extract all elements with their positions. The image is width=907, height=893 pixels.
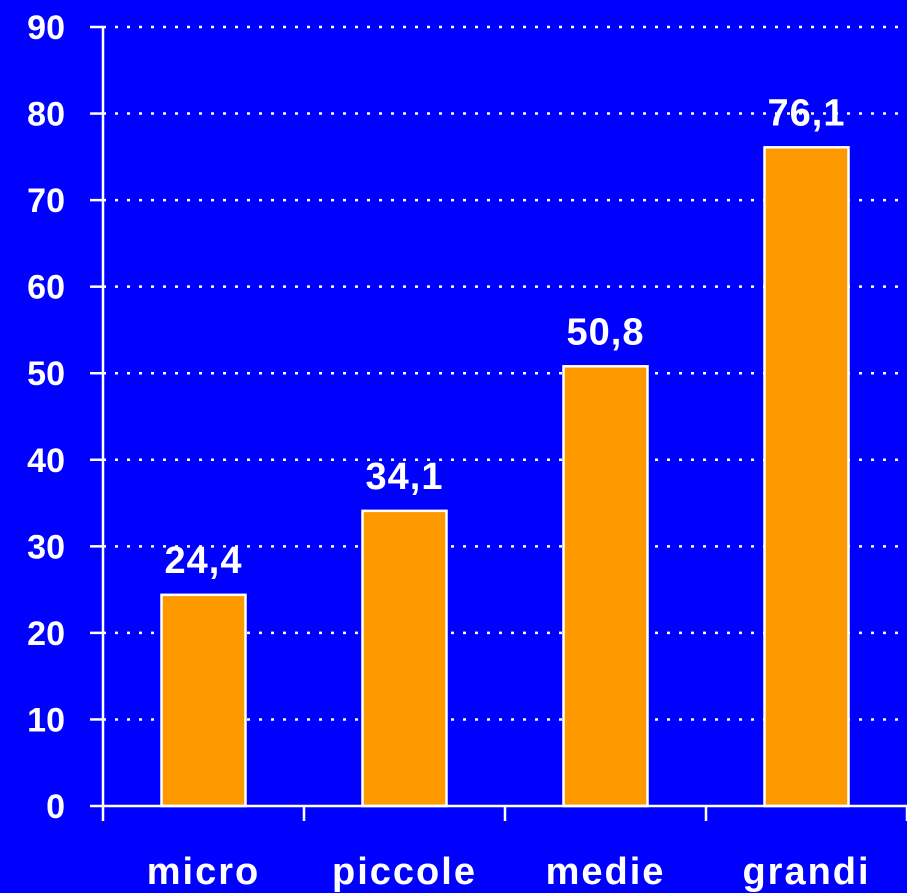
y-tick-label-80: 80 (27, 96, 65, 134)
y-tick-label-10: 10 (27, 701, 65, 739)
x-category-label-medie: medie (546, 851, 666, 893)
x-category-label-grandi: grandi (742, 851, 870, 893)
bar-piccole (361, 509, 448, 808)
data-label-medie: 50,8 (567, 311, 645, 353)
axes (90, 25, 907, 821)
x-category-label-piccole: piccole (332, 851, 477, 893)
bar-grandi (763, 146, 850, 808)
y-tick-label-20: 20 (27, 615, 65, 653)
data-labels: 24,4 34,1 50,8 76,1 (165, 92, 846, 582)
y-tick-label-40: 40 (27, 442, 65, 480)
y-tick-label-50: 50 (27, 355, 65, 393)
bar-micro (160, 593, 247, 808)
y-tick-label-60: 60 (27, 269, 65, 307)
data-label-grandi: 76,1 (768, 92, 846, 134)
x-category-label-micro: micro (147, 851, 260, 893)
data-label-micro: 24,4 (165, 540, 243, 582)
y-tick-labels: 0 10 20 30 40 50 60 70 80 90 (27, 9, 65, 826)
y-tick-label-30: 30 (27, 528, 65, 566)
y-tick-label-70: 70 (27, 182, 65, 220)
data-label-piccole: 34,1 (366, 456, 444, 498)
bars (160, 146, 850, 808)
y-tick-label-90: 90 (27, 9, 65, 47)
x-category-labels: micro piccole medie grandi (147, 851, 870, 893)
y-tick-label-0: 0 (46, 788, 65, 826)
bar-medie (562, 365, 649, 808)
